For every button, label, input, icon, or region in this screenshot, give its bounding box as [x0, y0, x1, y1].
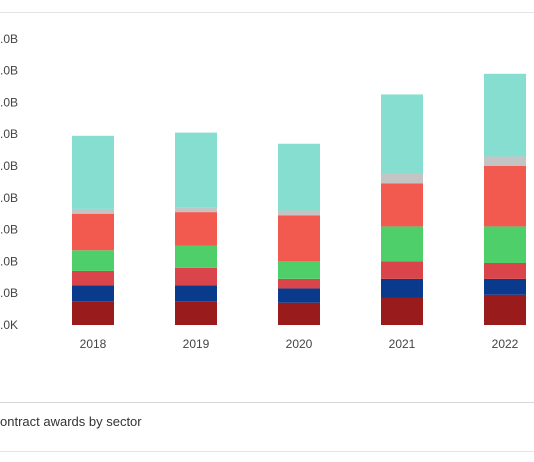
- bar-segment-2021-5: [381, 173, 423, 184]
- bar-segment-2022-3: [484, 226, 526, 263]
- bar-segment-2021-0: [381, 297, 423, 325]
- bar-segment-2022-2: [484, 262, 526, 279]
- x-tick-label: 2019: [183, 337, 210, 351]
- stacked-bar-chart: .0K.0B.0B.0B.0B.0B.0B.0B.0B.0B 2018 2019 2…: [0, 32, 526, 351]
- bar-segment-2021-3: [381, 226, 423, 262]
- y-tick-label: .0B: [0, 95, 18, 109]
- y-tick-label: .0B: [0, 286, 18, 300]
- bar-segment-2019-6: [175, 132, 217, 208]
- bars-group: [72, 73, 526, 325]
- bar-segment-2021-4: [381, 183, 423, 227]
- bar-segment-2020-6: [278, 143, 320, 211]
- x-tick-label: 2022: [492, 337, 519, 351]
- bar-segment-2018-3: [72, 250, 114, 271]
- x-tick-label: 2018: [80, 337, 107, 351]
- x-axis-ticks: 2018 2019 2020 2021 2022: [80, 337, 519, 351]
- y-tick-label: .0B: [0, 159, 18, 173]
- y-tick-label: .0B: [0, 223, 18, 237]
- bar-segment-2019-5: [175, 207, 217, 213]
- y-axis-ticks: .0K .0B .0B .0B .0B .0B .0B .0B .0B .0B: [0, 32, 18, 332]
- bar-segment-2019-0: [175, 301, 217, 325]
- x-tick-label: 2020: [286, 337, 313, 351]
- bar-segment-2018-0: [72, 301, 114, 325]
- bar-segment-2020-4: [278, 215, 320, 262]
- bar-segment-2019-2: [175, 267, 217, 286]
- bar-segment-2019-3: [175, 245, 217, 268]
- bar-segment-2022-6: [484, 73, 526, 157]
- bar-segment-2022-0: [484, 294, 526, 325]
- bar-segment-2018-4: [72, 213, 114, 251]
- bar-segment-2021-6: [381, 94, 423, 174]
- bar-segment-2018-2: [72, 270, 114, 286]
- bar-segment-2020-3: [278, 261, 320, 279]
- bar-segment-2018-6: [72, 135, 114, 209]
- bar-segment-2018-1: [72, 285, 114, 302]
- bar-segment-2020-0: [278, 302, 320, 325]
- y-tick-label: .0B: [0, 32, 18, 46]
- bar-segment-2018-5: [72, 208, 114, 214]
- chart-caption: ontract awards by sector: [0, 414, 142, 429]
- x-tick-label: 2021: [389, 337, 416, 351]
- bar-segment-2022-5: [484, 156, 526, 166]
- bar-segment-2020-5: [278, 210, 320, 216]
- bar-segment-2022-1: [484, 278, 526, 295]
- y-tick-label: .0B: [0, 254, 18, 268]
- y-tick-label: .0B: [0, 191, 18, 205]
- bar-segment-2019-4: [175, 212, 217, 246]
- bar-segment-2021-1: [381, 278, 423, 298]
- bar-segment-2021-2: [381, 261, 423, 279]
- bar-segment-2022-4: [484, 166, 526, 227]
- y-tick-label: .0K: [0, 318, 18, 332]
- bar-segment-2019-1: [175, 285, 217, 302]
- bar-segment-2020-2: [278, 278, 320, 289]
- y-tick-label: .0B: [0, 64, 18, 78]
- y-tick-label: .0B: [0, 127, 18, 141]
- bar-segment-2020-1: [278, 288, 320, 303]
- caption-divider: [0, 402, 534, 403]
